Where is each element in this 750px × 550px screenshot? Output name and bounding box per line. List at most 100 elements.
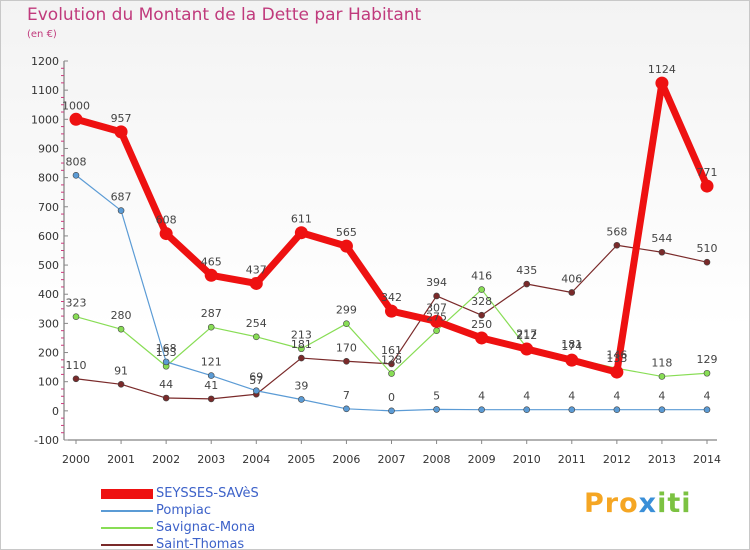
data-label: 611 [291, 213, 312, 226]
data-point [207, 323, 215, 331]
y-tick-label: 800 [38, 172, 59, 185]
y-tick-label: 500 [38, 259, 59, 272]
logo-text: iti [657, 488, 692, 519]
chart-legend: SEYSSES-SAVèS Pompiac Savignac-Mona Saint-T… [101, 485, 321, 550]
data-point [343, 405, 350, 413]
data-point [117, 381, 125, 388]
data-point [388, 370, 395, 377]
data-point [475, 331, 489, 345]
data-point [117, 207, 125, 214]
data-label: 394 [426, 276, 447, 289]
data-label: 128 [381, 354, 402, 367]
data-label: 161 [381, 344, 402, 357]
data-label: 39 [294, 379, 308, 392]
legend-item: SEYSSES-SAVèS [101, 485, 321, 502]
data-label: 4 [568, 390, 575, 403]
legend-item: Pompiac [101, 502, 321, 519]
data-label: 771 [697, 166, 718, 179]
legend-label: SEYSSES-SAVèS [156, 486, 259, 501]
data-label: 287 [201, 307, 222, 320]
data-label: 280 [111, 309, 132, 322]
data-point [433, 292, 440, 300]
data-label: 146 [606, 348, 627, 361]
data-label: 328 [471, 295, 492, 308]
data-label: 4 [613, 390, 620, 403]
data-point [520, 342, 534, 356]
x-tick-label: 2012 [603, 453, 631, 466]
data-point [565, 353, 579, 367]
legend-label: Savignac-Mona [156, 520, 256, 535]
data-label: 4 [704, 390, 711, 403]
data-point [204, 268, 218, 282]
data-label: 69 [249, 371, 263, 384]
data-point [207, 395, 215, 403]
data-label: 57 [249, 374, 263, 387]
data-point [703, 258, 711, 266]
data-point [655, 76, 669, 90]
data-label: 465 [201, 255, 222, 268]
data-point [117, 325, 125, 333]
data-label: 170 [336, 341, 357, 354]
y-tick-label: -100 [34, 434, 59, 447]
data-label: 41 [204, 379, 218, 392]
data-label: 7 [343, 389, 350, 402]
data-point [703, 369, 711, 377]
logo-text: x [638, 488, 658, 519]
data-point [298, 396, 305, 403]
data-point [388, 407, 395, 415]
data-point [478, 406, 485, 413]
x-tick-label: 2004 [242, 453, 270, 466]
legend-label: Saint-Thomas [156, 537, 245, 550]
x-tick-label: 2006 [332, 453, 360, 466]
data-label: 110 [66, 359, 87, 372]
data-label: 808 [66, 155, 87, 168]
data-label: 608 [156, 214, 177, 227]
data-label: 217 [516, 328, 537, 341]
data-point [343, 357, 350, 365]
data-label: 957 [111, 112, 132, 125]
data-label: 687 [111, 191, 132, 204]
data-point [114, 125, 128, 139]
data-point [433, 327, 440, 334]
x-tick-label: 2011 [558, 453, 586, 466]
y-tick-label: 600 [38, 230, 59, 243]
x-tick-label: 2003 [197, 453, 225, 466]
data-point [523, 406, 531, 413]
data-label: 212 [516, 329, 537, 342]
y-tick-label: 100 [38, 376, 59, 389]
y-tick-label: 1000 [31, 113, 59, 126]
legend-swatch [101, 527, 153, 529]
legend-label: Pompiac [156, 503, 211, 518]
data-point [523, 280, 531, 288]
data-point [252, 387, 260, 395]
data-label: 213 [291, 329, 312, 342]
data-point [162, 358, 170, 366]
x-tick-label: 2002 [152, 453, 180, 466]
data-point [658, 373, 666, 380]
x-tick-label: 2000 [62, 453, 90, 466]
x-tick-label: 2001 [107, 453, 135, 466]
data-label: 0 [388, 391, 395, 404]
data-point [658, 406, 666, 413]
data-label: 299 [336, 304, 357, 317]
data-point [252, 333, 260, 341]
data-point [478, 286, 485, 293]
legend-item: Saint-Thomas [101, 536, 321, 550]
y-tick-label: 700 [38, 201, 59, 214]
data-label: 307 [426, 301, 447, 314]
data-point [388, 360, 395, 368]
data-point [703, 406, 711, 413]
data-label: 181 [561, 338, 582, 351]
data-point [249, 276, 263, 290]
y-tick-label: 1200 [31, 55, 59, 68]
data-label: 568 [606, 225, 627, 238]
data-label: 544 [651, 232, 672, 245]
data-point [478, 311, 485, 319]
x-tick-label: 2005 [287, 453, 315, 466]
data-point [159, 227, 173, 241]
data-point [613, 241, 621, 249]
legend-item: Savignac-Mona [101, 519, 321, 536]
data-label: 323 [66, 297, 87, 310]
